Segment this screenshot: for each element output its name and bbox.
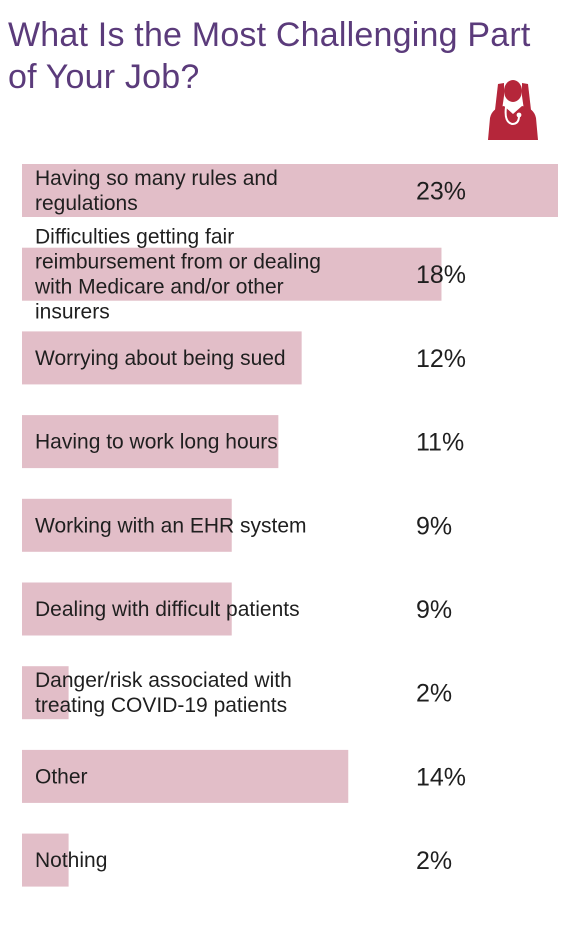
title-line-2: of Your Job?: [8, 58, 200, 96]
category-label-0-line-1: regulations: [35, 192, 138, 215]
title-line-1: What Is the Most Challenging Part: [8, 16, 531, 54]
category-label-5-line-0: Dealing with difficult patients: [35, 598, 300, 621]
category-label-6-line-1: treating COVID-19 patients: [35, 694, 287, 717]
bar-6: [22, 666, 69, 720]
value-label-7: 14%: [416, 763, 466, 791]
bar-5: [22, 582, 232, 636]
bar-7: [22, 749, 349, 803]
category-label-1-line-2: with Medicare and/or other: [34, 276, 284, 299]
category-label-6-line-0: Danger/risk associated with: [35, 669, 292, 692]
category-label-0: Having so many rules and regulations: [35, 167, 278, 215]
bar-8: [22, 833, 69, 887]
category-label-4-line-0: Working with an EHR system: [35, 514, 307, 537]
category-label-2: Worrying about being sued: [35, 347, 286, 370]
bar-0: [22, 164, 558, 217]
category-label-1: Difficulties getting fair reimbursement f…: [34, 226, 321, 324]
bar-3: [22, 415, 279, 469]
category-label-3-line-0: Having to work long hours: [35, 431, 278, 454]
category-label-7-line-0: Other: [35, 765, 88, 788]
value-label-5: 9%: [416, 596, 452, 624]
bar-1: [22, 247, 442, 301]
category-label-2-line-0: Worrying about being sued: [35, 347, 286, 370]
value-label-2: 12%: [416, 345, 466, 373]
value-label-6: 2%: [416, 680, 452, 708]
category-label-4: Working with an EHR system: [35, 514, 307, 537]
category-label-1-line-0: Difficulties getting fair: [35, 226, 234, 249]
category-label-8-line-0: Nothing: [35, 849, 107, 872]
category-label-5: Dealing with difficult patients: [35, 598, 300, 621]
stressed-doctor-icon: [488, 80, 538, 140]
value-label-4: 9%: [416, 512, 452, 540]
category-label-0-line-0: Having so many rules and: [35, 167, 278, 190]
value-label-8: 2%: [416, 847, 452, 875]
category-label-1-line-1: reimbursement from or dealing: [35, 251, 321, 274]
category-label-6: Danger/risk associated with treating COVI…: [35, 669, 292, 717]
category-label-1-line-3: insurers: [35, 301, 110, 324]
chart-title: What Is the Most Challenging Part of You…: [8, 14, 568, 98]
category-label-7: Other: [35, 765, 88, 788]
bar-4: [22, 498, 232, 552]
category-label-3: Having to work long hours: [35, 431, 278, 454]
bar-2: [22, 331, 302, 385]
value-label-3: 11%: [416, 429, 464, 457]
category-label-8: Nothing: [35, 849, 107, 872]
value-label-0: 23%: [416, 178, 466, 206]
value-label-1: 18%: [416, 261, 466, 289]
